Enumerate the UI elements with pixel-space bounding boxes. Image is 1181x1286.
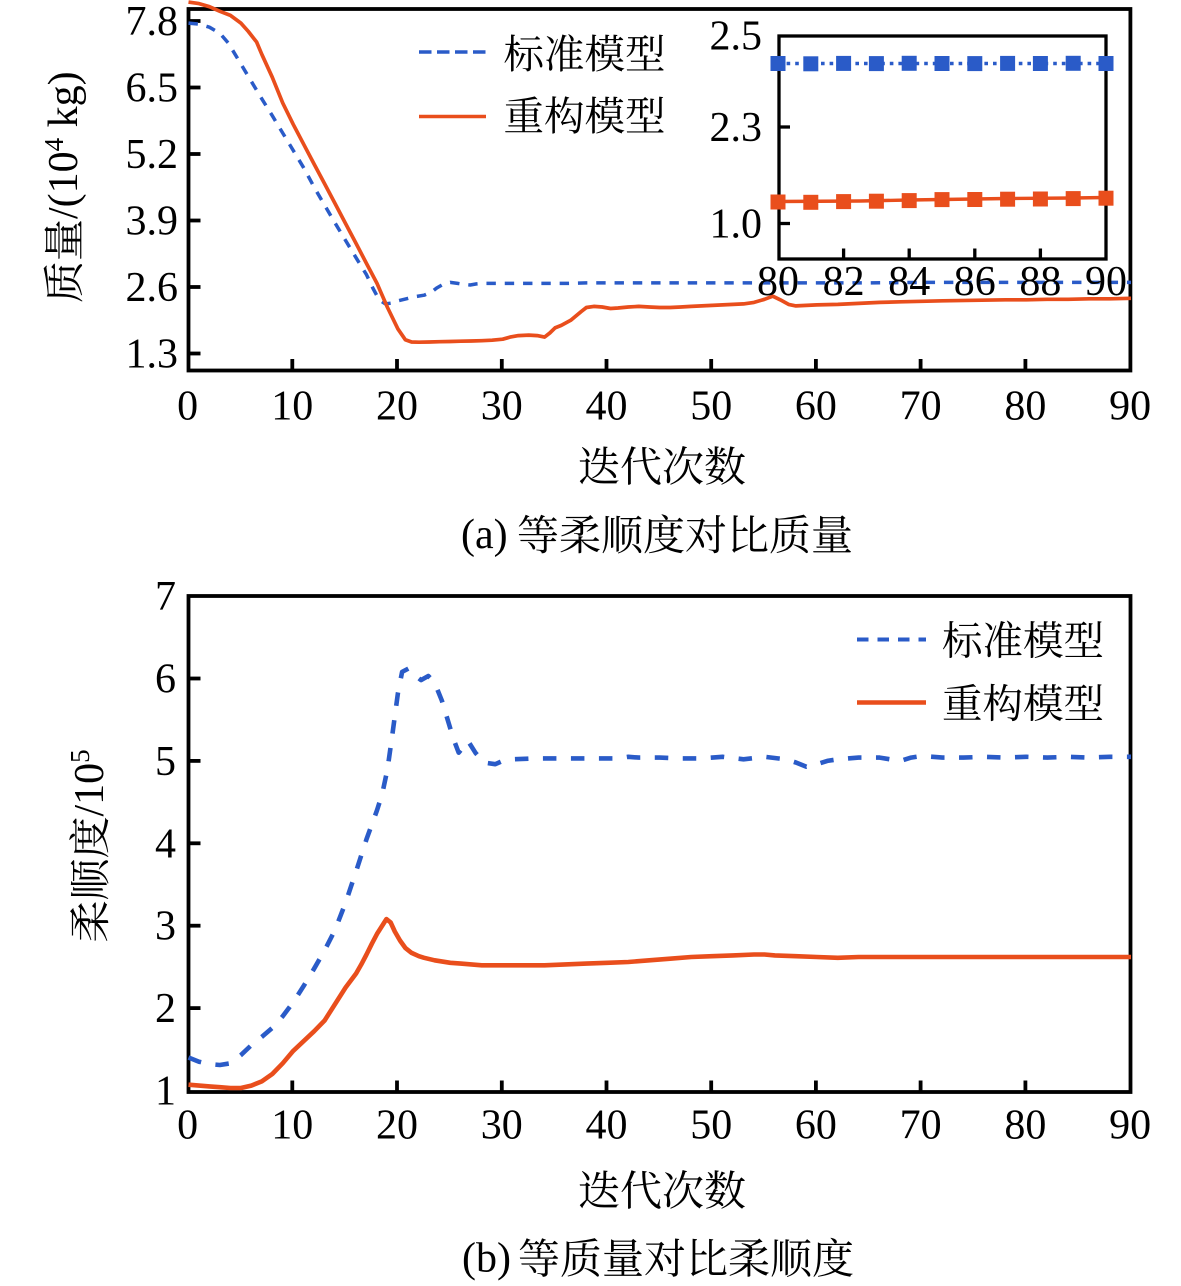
svg-text:60: 60 bbox=[795, 384, 837, 430]
svg-text:80: 80 bbox=[1004, 1103, 1046, 1149]
svg-text:5: 5 bbox=[155, 739, 176, 785]
svg-text:7.8: 7.8 bbox=[126, 0, 179, 45]
svg-text:70: 70 bbox=[900, 384, 942, 430]
svg-text:2.6: 2.6 bbox=[126, 265, 179, 311]
svg-text:6: 6 bbox=[155, 657, 176, 703]
svg-text:1: 1 bbox=[155, 1069, 176, 1115]
svg-text:50: 50 bbox=[690, 1103, 732, 1149]
svg-text:88: 88 bbox=[1019, 259, 1061, 305]
svg-text:86: 86 bbox=[954, 259, 996, 305]
svg-text:7: 7 bbox=[155, 574, 176, 620]
svg-text:1.3: 1.3 bbox=[126, 332, 179, 378]
svg-text:80: 80 bbox=[1004, 384, 1046, 430]
svg-text:84: 84 bbox=[888, 259, 930, 305]
svg-text:82: 82 bbox=[823, 259, 865, 305]
svg-text:30: 30 bbox=[481, 384, 523, 430]
svg-text:2: 2 bbox=[155, 986, 176, 1032]
svg-text:4: 4 bbox=[155, 821, 176, 867]
svg-text:70: 70 bbox=[900, 1103, 942, 1149]
svg-text:20: 20 bbox=[376, 1103, 418, 1149]
svg-text:40: 40 bbox=[586, 1103, 628, 1149]
svg-text:90: 90 bbox=[1109, 384, 1151, 430]
svg-text:90: 90 bbox=[1085, 259, 1127, 305]
svg-text:(b): (b) bbox=[462, 1236, 511, 1282]
svg-text:90: 90 bbox=[1109, 1103, 1151, 1149]
svg-text:3.9: 3.9 bbox=[126, 199, 179, 245]
svg-text:20: 20 bbox=[376, 384, 418, 430]
svg-text:10: 10 bbox=[271, 1103, 313, 1149]
svg-text:10: 10 bbox=[271, 384, 313, 430]
svg-text:30: 30 bbox=[481, 1103, 523, 1149]
svg-text:(a): (a) bbox=[461, 512, 508, 558]
svg-text:3: 3 bbox=[155, 904, 176, 950]
svg-text:5.2: 5.2 bbox=[126, 132, 179, 178]
svg-text:50: 50 bbox=[690, 384, 732, 430]
svg-text:2.3: 2.3 bbox=[710, 105, 763, 151]
svg-text:6.5: 6.5 bbox=[126, 66, 179, 112]
svg-text:60: 60 bbox=[795, 1103, 837, 1149]
svg-text:40: 40 bbox=[586, 384, 628, 430]
svg-text:0: 0 bbox=[177, 384, 198, 430]
svg-text:0: 0 bbox=[177, 1103, 198, 1149]
svg-text:2.5: 2.5 bbox=[710, 14, 763, 60]
svg-text:1.0: 1.0 bbox=[710, 202, 763, 248]
svg-text:80: 80 bbox=[757, 259, 799, 305]
